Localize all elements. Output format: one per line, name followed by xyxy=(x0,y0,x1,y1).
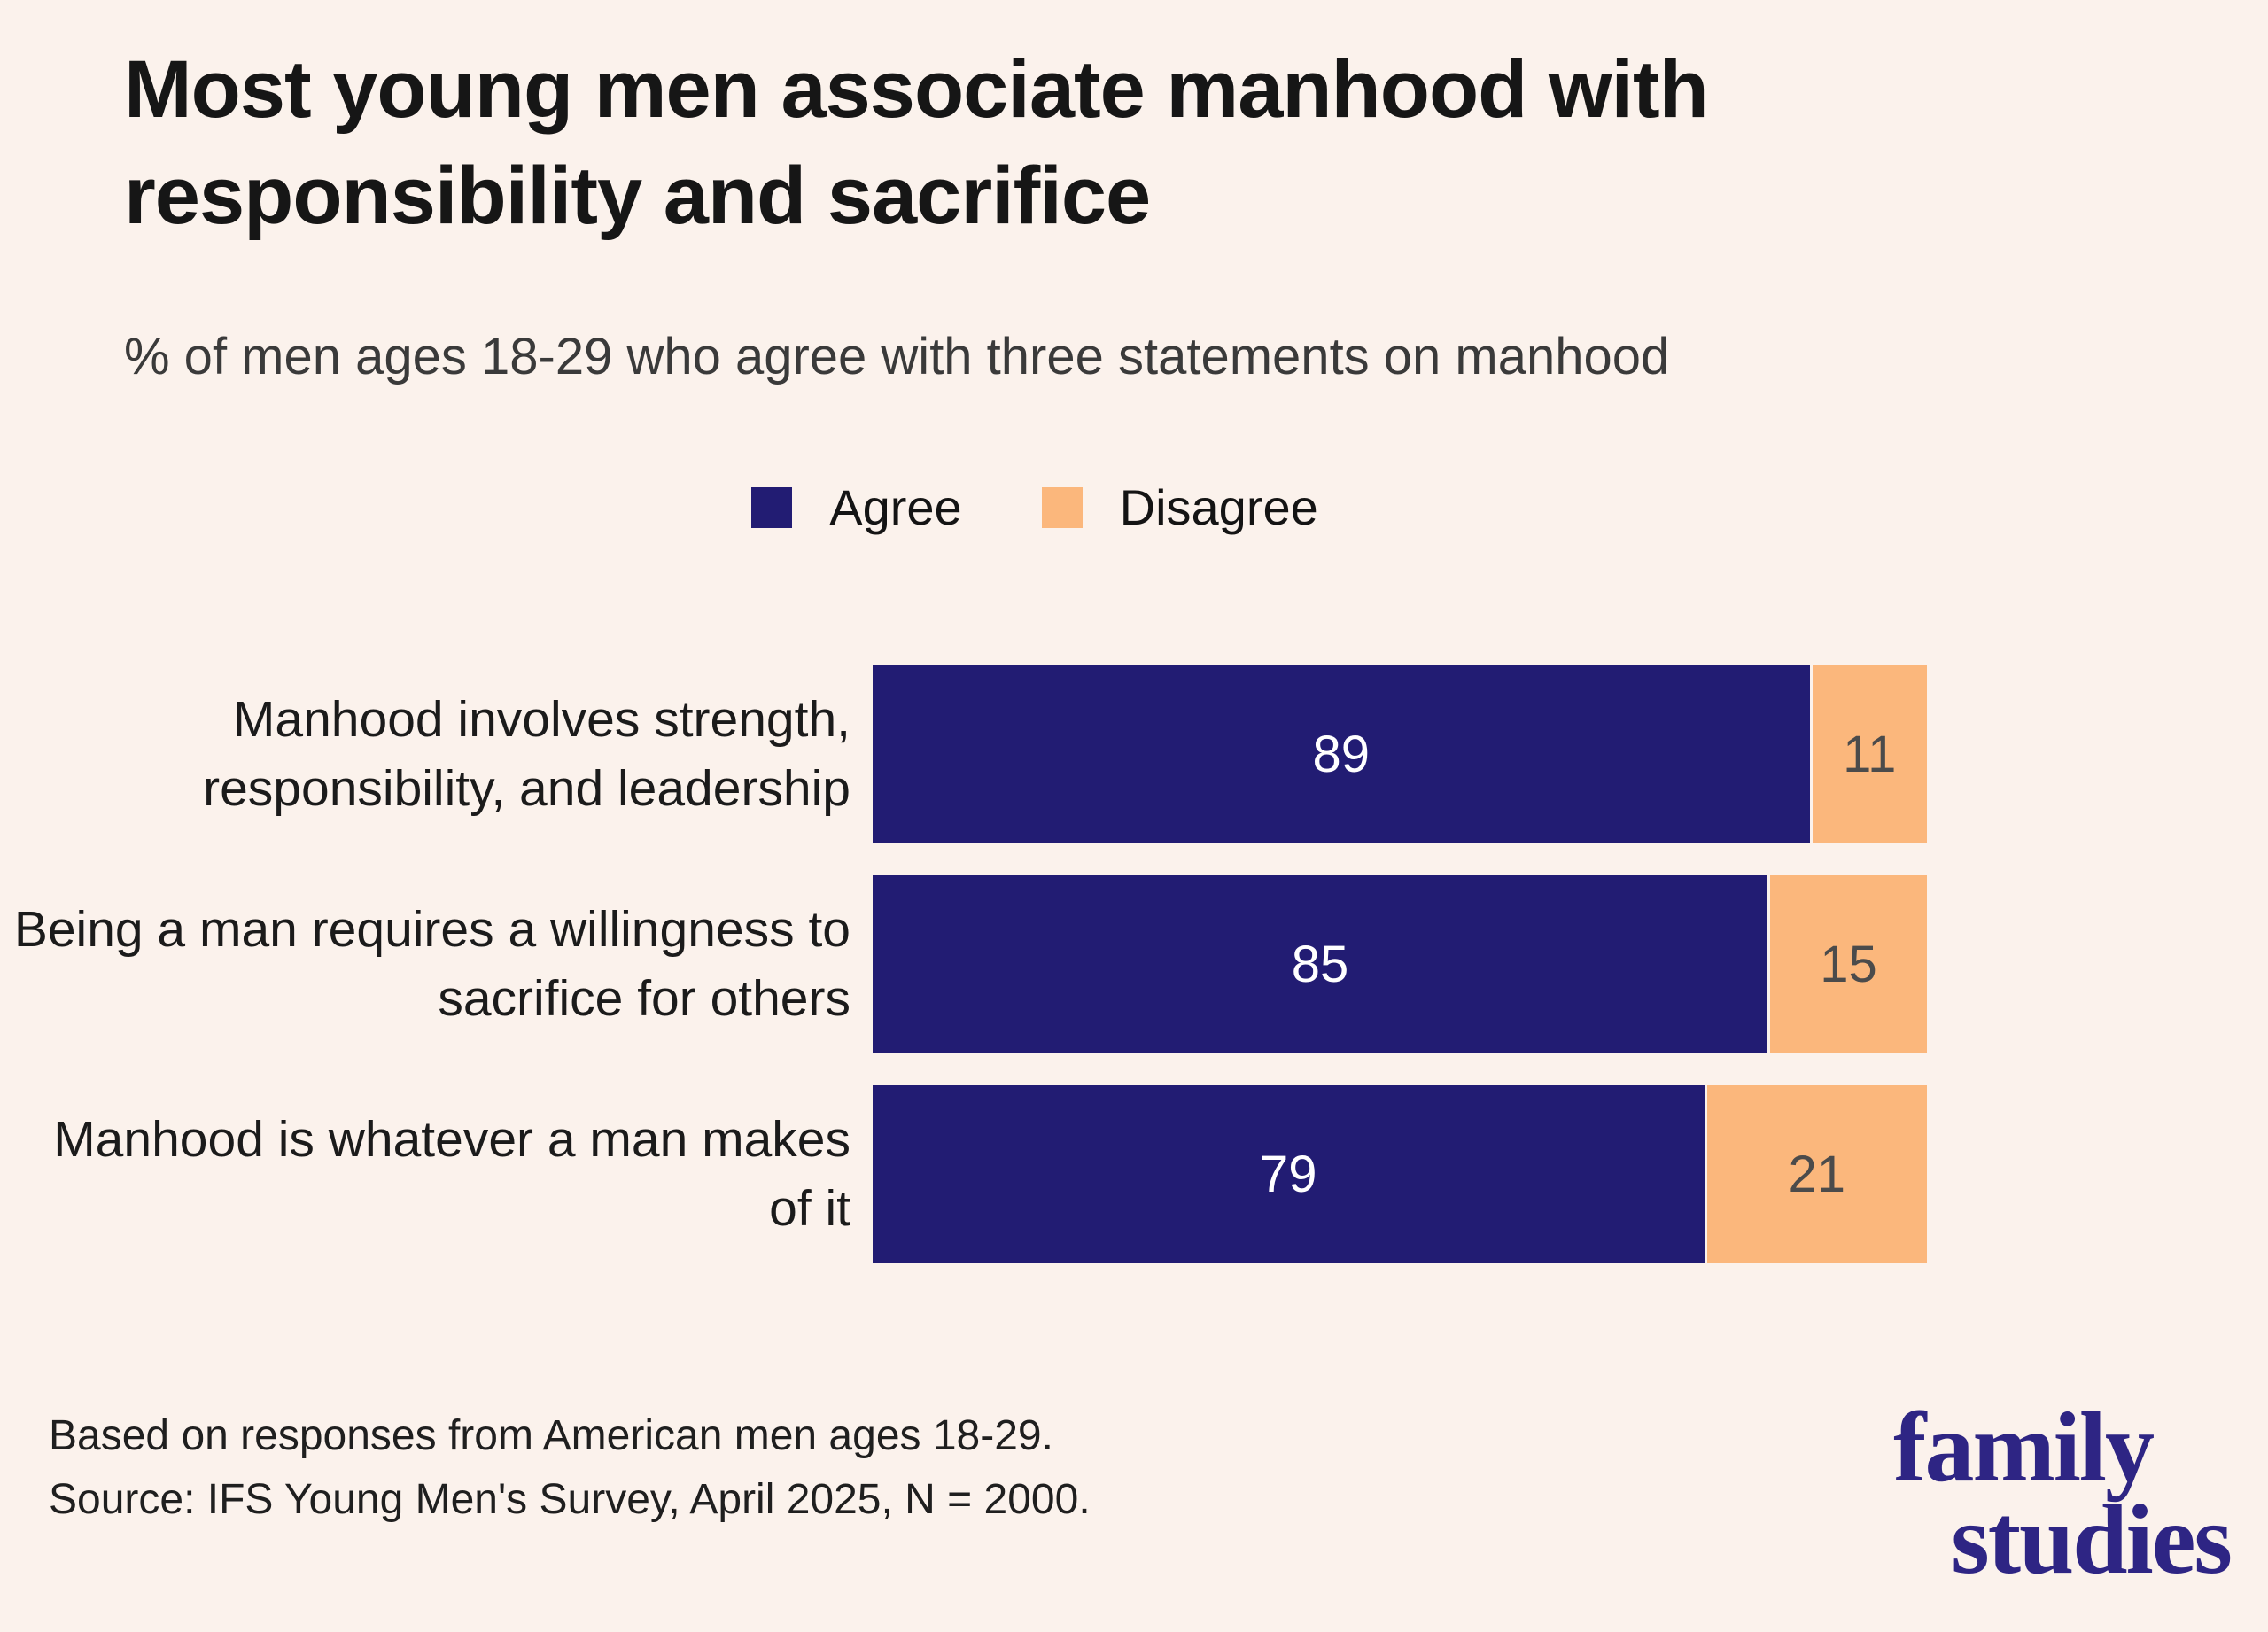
agree-value-label: 85 xyxy=(1291,935,1349,993)
chart-title: Most young men associate manhood with re… xyxy=(124,44,1709,241)
legend-item-disagree: Disagree xyxy=(1041,478,1318,536)
disagree-value-label: 21 xyxy=(1788,1145,1846,1203)
chart-subtitle: % of men ages 18-29 who agree with three… xyxy=(124,328,1670,386)
logo-word-studies: studies xyxy=(1951,1485,2233,1596)
chart-footnote: Based on responses from American men age… xyxy=(49,1404,2268,1532)
footnote-line-2: Source: IFS Young Men's Survey, April 20… xyxy=(49,1476,1091,1524)
stacked-bar-chart: Manhood involves strength, responsibilit… xyxy=(0,665,2268,1263)
legend: Agree Disagree xyxy=(0,478,2070,536)
bar-category-label: Manhood involves strength, responsibilit… xyxy=(203,690,850,818)
bar-category-label: Manhood is whatever a man makes of it xyxy=(53,1110,850,1238)
bar-category-label: Being a man requires a willingness to sa… xyxy=(13,900,850,1028)
legend-label-agree: Agree xyxy=(829,479,962,536)
logo-word-family: family xyxy=(1893,1393,2155,1503)
family-studies-logo: family studies xyxy=(1893,1393,2233,1596)
agree-value-label: 89 xyxy=(1312,725,1371,783)
agree-bar-segment: 79 xyxy=(873,1085,1705,1263)
disagree-bar-segment: 21 xyxy=(1706,1085,1927,1263)
bar-track: 79 21 xyxy=(873,1085,1927,1263)
agree-bar-segment: 89 xyxy=(873,665,1810,843)
bar-row: Being a man requires a willingness to sa… xyxy=(0,875,2268,1053)
disagree-bar-segment: 11 xyxy=(1812,665,1927,843)
bar-row: Manhood involves strength, responsibilit… xyxy=(0,665,2268,843)
legend-label-disagree: Disagree xyxy=(1119,479,1318,536)
agree-bar-segment: 85 xyxy=(873,875,1767,1053)
agree-value-label: 79 xyxy=(1260,1145,1317,1203)
disagree-swatch-icon xyxy=(1041,486,1083,528)
disagree-bar-segment: 15 xyxy=(1770,875,1927,1053)
disagree-value-label: 11 xyxy=(1843,725,1897,783)
bar-row: Manhood is whatever a man makes of it 79 2… xyxy=(0,1085,2268,1263)
bar-track: 89 11 xyxy=(873,665,1927,843)
bar-track: 85 15 xyxy=(873,875,1927,1053)
disagree-value-label: 15 xyxy=(1820,935,1877,993)
legend-item-agree: Agree xyxy=(751,478,962,536)
agree-swatch-icon xyxy=(751,486,793,528)
footnote-line-1: Based on responses from American men age… xyxy=(49,1412,1053,1460)
